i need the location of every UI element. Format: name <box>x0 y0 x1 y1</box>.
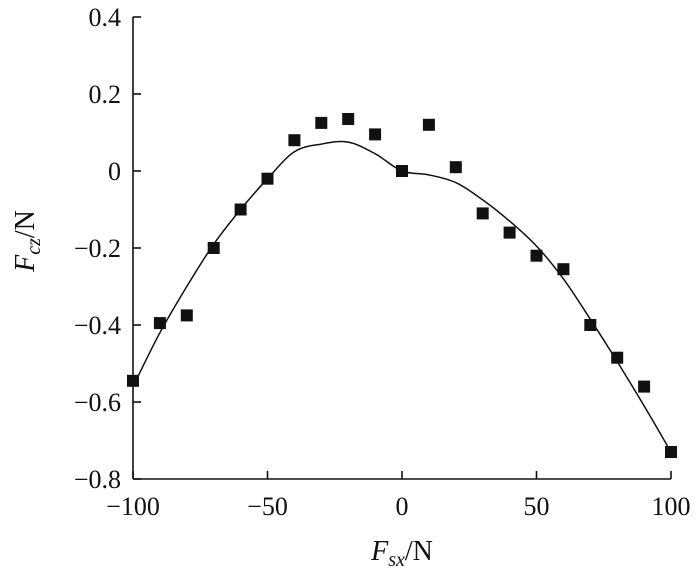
x-axis-label: Fsx/N <box>370 536 433 571</box>
x-tick-label: −50 <box>247 492 288 521</box>
data-points <box>127 113 677 458</box>
x-tick-label: 0 <box>396 492 409 521</box>
fit-curve <box>132 140 672 453</box>
y-tick-label: −0.6 <box>74 388 121 417</box>
data-point <box>127 374 139 387</box>
data-point <box>584 319 597 331</box>
data-point <box>449 161 462 174</box>
x-axis-label-main: F <box>370 536 389 567</box>
data-point <box>261 172 274 185</box>
y-tick-label: 0.2 <box>89 80 122 109</box>
data-point <box>180 309 193 322</box>
data-point <box>611 351 624 364</box>
y-axis-label-main: F <box>10 254 41 273</box>
x-axis-label-unit: /N <box>405 536 433 567</box>
data-point <box>476 207 489 220</box>
data-point <box>207 242 220 254</box>
data-point <box>369 128 382 141</box>
data-point <box>234 203 247 216</box>
y-axis-label: Fcz/N <box>10 210 45 273</box>
data-point <box>288 134 301 147</box>
data-point <box>342 113 355 125</box>
tick-marks <box>132 16 672 480</box>
data-point <box>396 165 408 177</box>
y-tick-label: 0.4 <box>89 3 122 32</box>
x-tick-labels: −100 −50 0 50 100 <box>106 492 690 521</box>
data-point <box>557 263 570 276</box>
y-tick-label: 0 <box>108 157 121 186</box>
x-tick-label: 50 <box>524 492 550 521</box>
data-point <box>665 446 677 458</box>
y-axis-label-sub: cz <box>23 238 45 255</box>
data-point <box>422 118 435 131</box>
data-point <box>530 249 543 262</box>
data-point <box>153 317 166 330</box>
data-point <box>503 226 516 239</box>
x-axis-label-sub: sx <box>388 549 405 571</box>
y-tick-label: −0.2 <box>74 234 121 263</box>
y-tick-labels: −0.8 −0.6 −0.4 −0.2 0 0.2 0.4 <box>74 3 121 494</box>
data-point <box>638 380 651 393</box>
data-point <box>315 116 328 129</box>
y-axis-label-unit: /N <box>10 210 41 238</box>
x-tick-label: 100 <box>652 492 691 521</box>
y-tick-label: −0.8 <box>74 465 121 494</box>
y-tick-label: −0.4 <box>74 311 121 340</box>
x-tick-label: −100 <box>106 492 160 521</box>
